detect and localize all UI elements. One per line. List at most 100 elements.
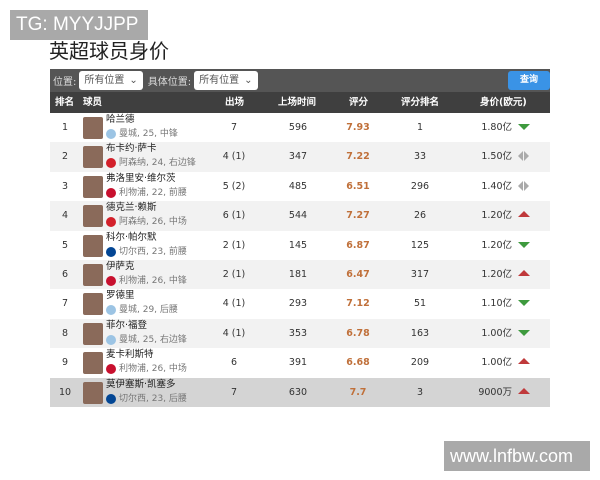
player-name[interactable]: 麦卡利斯特 <box>106 349 154 361</box>
appearances: 6 <box>230 357 238 369</box>
player-info: 利物浦, 26, 中场 <box>106 363 187 375</box>
minutes: 630 <box>288 386 308 398</box>
market-value: 1.10亿 <box>481 298 512 310</box>
player-name[interactable]: 莫伊塞斯·凯塞多 <box>106 378 176 390</box>
trend-down-icon <box>518 300 530 307</box>
rating-rank: 51 <box>413 298 427 310</box>
rank: 9 <box>61 357 69 369</box>
rating: 6.87 <box>346 239 370 251</box>
table-row[interactable]: 1 哈兰德 曼城, 25, 中锋 7 596 7.93 1 1.80亿 <box>50 113 550 142</box>
table-row[interactable]: 10 莫伊塞斯·凯塞多 切尔西, 23, 后腰 7 630 7.7 3 9000… <box>50 377 550 407</box>
specific-position-select[interactable]: 所有位置 ⌄ <box>194 71 258 90</box>
table-row[interactable]: 5 科尔·帕尔默 切尔西, 23, 前腰 2 (1) 145 6.87 125 … <box>50 231 550 260</box>
table-row[interactable]: 2 布卡约·萨卡 阿森纳, 24, 右边锋 4 (1) 347 7.22 33 … <box>50 142 550 172</box>
appearances: 4 (1) <box>222 298 246 310</box>
appearances: 7 <box>230 122 238 133</box>
player-info: 切尔西, 23, 后腰 <box>106 393 187 405</box>
rank: 3 <box>61 180 69 192</box>
player-name[interactable]: 科尔·帕尔默 <box>106 231 157 243</box>
player-avatar <box>83 234 103 257</box>
player-avatar <box>83 293 103 316</box>
trend-down-icon <box>518 241 530 248</box>
rating: 7.12 <box>346 298 370 310</box>
rating: 6.47 <box>346 268 370 280</box>
rank: 1 <box>61 122 69 133</box>
player-info-text: 阿森纳, 24, 右边锋 <box>119 158 196 169</box>
trend-down-icon <box>518 124 530 130</box>
position-select[interactable]: 所有位置 ⌄ <box>79 71 143 90</box>
rank: 2 <box>61 151 69 163</box>
rating: 7.7 <box>349 386 367 398</box>
club-badge-icon <box>106 305 116 316</box>
player-table-body: 1 哈兰德 曼城, 25, 中锋 7 596 7.93 1 1.80亿 2 布卡… <box>50 113 550 407</box>
player-info: 利物浦, 26, 中锋 <box>106 275 187 287</box>
watermark-top: TG: MYYJJPP <box>10 10 148 40</box>
player-info: 曼城, 29, 后腰 <box>106 304 178 316</box>
player-info-text: 曼城, 25, 中锋 <box>119 129 178 139</box>
player-info: 阿森纳, 24, 右边锋 <box>106 157 196 169</box>
col-value[interactable]: 身价(欧元) <box>480 97 527 108</box>
position-select-value: 所有位置 <box>84 75 125 86</box>
minutes: 391 <box>288 357 308 369</box>
rating-rank: 163 <box>410 327 430 339</box>
appearances: 2 (1) <box>222 268 246 280</box>
player-info-text: 利物浦, 26, 中场 <box>119 364 187 375</box>
player-info: 阿森纳, 26, 中场 <box>106 216 187 228</box>
market-value: 1.00亿 <box>481 357 512 369</box>
player-info-text: 切尔西, 23, 前腰 <box>119 246 187 257</box>
col-rank[interactable]: 排名 <box>55 97 75 108</box>
club-badge-icon <box>106 129 116 139</box>
minutes: 181 <box>288 268 308 280</box>
rating-rank: 317 <box>410 268 430 280</box>
table-row[interactable]: 3 弗洛里安·维尔茨 利物浦, 22, 前腰 5 (2) 485 6.51 29… <box>50 172 550 201</box>
table-row[interactable]: 4 德克兰·赖斯 阿森纳, 26, 中场 6 (1) 544 7.27 26 1… <box>50 201 550 231</box>
table-header: 排名 球员 出场 上场时间 评分 评分排名 身价(欧元) <box>50 92 550 113</box>
rank: 4 <box>61 210 69 222</box>
table-row[interactable]: 8 菲尔·福登 曼城, 25, 右边锋 4 (1) 353 6.78 163 1… <box>50 318 550 349</box>
player-avatar <box>83 146 103 169</box>
rank: 10 <box>58 386 72 398</box>
player-info-text: 曼城, 25, 右边锋 <box>119 334 187 345</box>
rating: 7.22 <box>346 151 370 163</box>
rating-rank: 125 <box>410 239 430 251</box>
club-badge-icon <box>106 187 116 198</box>
player-name[interactable]: 伊萨克 <box>106 260 135 272</box>
player-avatar <box>83 205 103 228</box>
col-player[interactable]: 球员 <box>83 97 103 108</box>
table-row[interactable]: 7 罗德里 曼城, 29, 后腰 4 (1) 293 7.12 51 1.10亿 <box>50 289 550 318</box>
col-rating-rank[interactable]: 评分排名 <box>401 97 440 108</box>
specific-position-label: 具体位置: <box>147 77 192 88</box>
player-avatar <box>83 175 103 198</box>
minutes: 293 <box>288 298 308 310</box>
market-value: 9000万 <box>478 386 512 398</box>
rank: 8 <box>61 327 69 339</box>
player-name[interactable]: 罗德里 <box>106 290 135 302</box>
player-info-text: 利物浦, 22, 前腰 <box>119 187 187 198</box>
club-badge-icon <box>106 217 116 228</box>
player-name[interactable]: 布卡约·萨卡 <box>106 143 157 155</box>
table-row[interactable]: 6 伊萨克 利物浦, 26, 中锋 2 (1) 181 6.47 317 1.2… <box>50 259 550 290</box>
table-row[interactable]: 9 麦卡利斯特 利物浦, 26, 中场 6 391 6.68 209 1.00亿 <box>50 348 550 377</box>
rank: 7 <box>61 298 69 310</box>
filter-bar: 位置: 所有位置 ⌄ 具体位置: 所有位置 ⌄ 查询 <box>50 69 550 92</box>
rating-rank: 3 <box>416 386 424 398</box>
player-info: 曼城, 25, 右边锋 <box>106 334 187 346</box>
market-value: 1.00亿 <box>481 327 512 339</box>
club-badge-icon <box>106 246 116 257</box>
appearances: 4 (1) <box>222 327 246 339</box>
player-avatar <box>83 352 103 375</box>
player-name[interactable]: 菲尔·福登 <box>106 319 148 331</box>
player-name[interactable]: 弗洛里安·维尔茨 <box>106 172 176 184</box>
trend-same-icon <box>518 180 530 191</box>
col-apps[interactable]: 出场 <box>225 97 245 108</box>
col-minutes[interactable]: 上场时间 <box>278 97 317 108</box>
player-name[interactable]: 德克兰·赖斯 <box>106 202 157 214</box>
player-name[interactable]: 哈兰德 <box>106 114 135 125</box>
appearances: 6 (1) <box>222 210 246 222</box>
player-avatar <box>83 117 103 139</box>
rating: 7.93 <box>346 122 370 133</box>
trend-same-icon <box>518 151 530 162</box>
col-rating[interactable]: 评分 <box>349 97 369 108</box>
query-button[interactable]: 查询 <box>508 71 550 90</box>
rank: 6 <box>61 268 69 280</box>
